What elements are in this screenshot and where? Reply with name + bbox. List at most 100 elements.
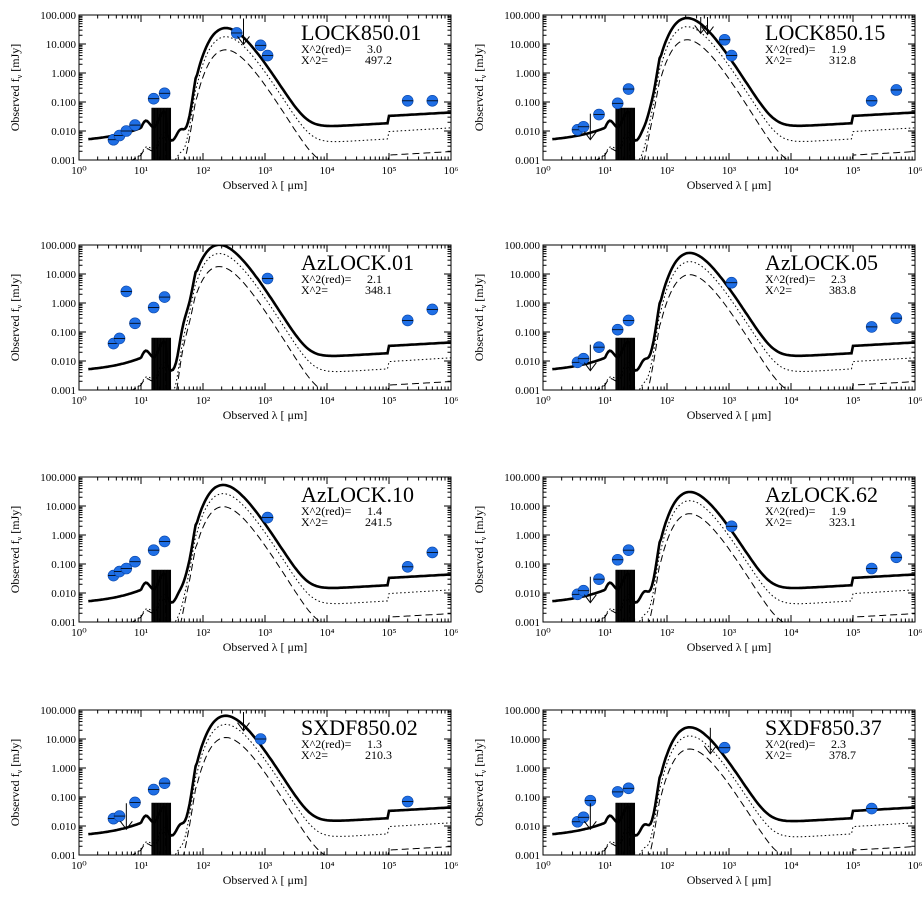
y-tick-label: 10.000 xyxy=(46,501,77,513)
chi2-red-label: X^2(red)= xyxy=(765,737,816,751)
x-tick-label: 10³ xyxy=(722,860,737,872)
sed-panel-2: 10⁰ 10¹ 10² 10³ 10⁴ 10⁵ 10⁶ 0.001 0.010 0.100 1.00… xyxy=(472,10,922,192)
chi2-red-value: 2.1 xyxy=(367,272,382,286)
chi2-red-value: 1.3 xyxy=(367,737,382,751)
upper-limit-arrow xyxy=(583,131,597,141)
agn-template-line xyxy=(131,493,451,622)
x-tick-label: 10² xyxy=(196,860,211,872)
starburst-template-line xyxy=(595,39,915,160)
y-tick-label: 1.000 xyxy=(51,68,76,80)
x-tick-label: 10³ xyxy=(722,165,737,177)
chi2-value: 241.5 xyxy=(365,515,392,529)
y-tick-label: 0.100 xyxy=(51,559,76,571)
model-curves xyxy=(552,16,915,160)
y-tick-label: 1.000 xyxy=(51,530,76,542)
y-tick-label: 0.001 xyxy=(515,617,540,629)
chi2-red-value: 2.3 xyxy=(831,272,846,286)
x-tick-label: 10⁵ xyxy=(846,395,861,407)
x-axis-label: Observed λ [ μm] xyxy=(687,873,772,887)
sed-panel-5: 10⁰ 10¹ 10² 10³ 10⁴ 10⁵ 10⁶ 0.001 0.010 0.100 1.00… xyxy=(8,472,459,654)
panel-title: SXDF850.37 xyxy=(765,715,882,740)
y-tick-label: 0.010 xyxy=(51,588,76,600)
chi2-label: X^2= xyxy=(765,515,792,529)
x-tick-label: 10² xyxy=(660,860,675,872)
chi2-red-value: 1.9 xyxy=(831,504,846,518)
x-axis-label: Observed λ [ μm] xyxy=(223,640,308,654)
y-tick-label: 0.100 xyxy=(515,559,540,571)
panel-title: LOCK850.01 xyxy=(301,20,421,45)
chi2-label: X^2= xyxy=(765,283,792,297)
x-tick-label: 10⁰ xyxy=(71,860,87,872)
x-axis-label: Observed λ [ μm] xyxy=(223,178,308,192)
y-axis-label: Observed fν [mJy] xyxy=(8,44,24,132)
upper-limit-arrow xyxy=(583,820,597,831)
chi2-value: 378.7 xyxy=(829,748,856,762)
panel-title: AzLOCK.01 xyxy=(301,250,414,275)
x-tick-label: 10⁴ xyxy=(784,627,799,639)
upper-limit-arrow xyxy=(237,722,250,732)
upper-limit-arrow xyxy=(703,745,717,755)
x-tick-label: 10² xyxy=(196,395,211,407)
y-axis-label: Observed fν [mJy] xyxy=(8,274,24,362)
starburst-template-line xyxy=(595,513,915,622)
x-tick-label: 10¹ xyxy=(598,860,612,872)
model-curves xyxy=(88,26,451,160)
x-tick-label: 10⁵ xyxy=(382,627,397,639)
x-tick-label: 10² xyxy=(660,627,675,639)
x-tick-label: 10⁶ xyxy=(908,165,922,177)
x-tick-label: 10⁵ xyxy=(382,395,397,407)
x-tick-label: 10¹ xyxy=(134,165,148,177)
x-tick-label: 10³ xyxy=(258,395,273,407)
y-tick-label: 0.100 xyxy=(51,792,76,804)
sed-panel-6: 10⁰ 10¹ 10² 10³ 10⁴ 10⁵ 10⁶ 0.001 0.010 0.100 1.00… xyxy=(472,472,922,654)
y-tick-label: 1.000 xyxy=(515,763,540,775)
y-tick-label: 0.001 xyxy=(51,155,76,167)
agn-template-line xyxy=(131,723,451,855)
x-tick-label: 10⁰ xyxy=(71,627,87,639)
x-tick-label: 10⁶ xyxy=(444,627,459,639)
y-tick-label: 100.000 xyxy=(40,472,76,484)
total-model-line xyxy=(88,245,451,372)
y-tick-label: 0.001 xyxy=(51,850,76,862)
panel-title: AzLOCK.62 xyxy=(765,482,878,507)
y-tick-label: 0.001 xyxy=(515,850,540,862)
y-tick-label: 1.000 xyxy=(515,68,540,80)
panel-title: AzLOCK.05 xyxy=(765,250,878,275)
y-tick-label: 0.010 xyxy=(51,126,76,138)
agn-template-line xyxy=(595,261,915,390)
x-tick-label: 10¹ xyxy=(134,860,148,872)
chi2-red-label: X^2(red)= xyxy=(765,504,816,518)
x-tick-label: 10⁴ xyxy=(784,165,799,177)
chi2-label: X^2= xyxy=(301,515,328,529)
x-tick-label: 10⁶ xyxy=(444,395,459,407)
y-tick-label: 0.010 xyxy=(515,126,540,138)
x-axis-label: Observed λ [ μm] xyxy=(687,178,772,192)
starburst-template-line xyxy=(595,748,915,855)
sed-panel-1: 10⁰ 10¹ 10² 10³ 10⁴ 10⁵ 10⁶ 0.001 0.010 0.100 1.00… xyxy=(8,10,459,192)
y-tick-label: 0.001 xyxy=(51,385,76,397)
sed-panel-7: 10⁰ 10¹ 10² 10³ 10⁴ 10⁵ 10⁶ 0.001 0.010 0.100 1.00… xyxy=(8,705,459,887)
y-tick-label: 100.000 xyxy=(40,240,76,252)
x-axis-label: Observed λ [ μm] xyxy=(223,873,308,887)
total-model-line xyxy=(88,26,451,142)
chi2-red-value: 2.3 xyxy=(831,737,846,751)
total-model-line xyxy=(88,483,451,604)
x-tick-label: 10⁴ xyxy=(784,395,799,407)
x-tick-label: 10² xyxy=(196,627,211,639)
x-tick-label: 10⁵ xyxy=(382,165,397,177)
x-tick-label: 10² xyxy=(196,165,211,177)
model-curves xyxy=(88,245,451,390)
upper-limit-arrow xyxy=(583,594,597,604)
starburst-template-line xyxy=(131,506,451,622)
model-curves xyxy=(88,714,451,855)
total-model-line xyxy=(88,714,451,837)
x-tick-label: 10⁶ xyxy=(444,165,459,177)
x-tick-label: 10⁵ xyxy=(846,860,861,872)
y-tick-label: 1.000 xyxy=(51,298,76,310)
y-tick-label: 0.001 xyxy=(515,155,540,167)
x-tick-label: 10¹ xyxy=(134,627,148,639)
x-axis-label: Observed λ [ μm] xyxy=(687,408,772,422)
y-tick-label: 10.000 xyxy=(510,39,541,51)
total-model-line xyxy=(552,16,915,142)
